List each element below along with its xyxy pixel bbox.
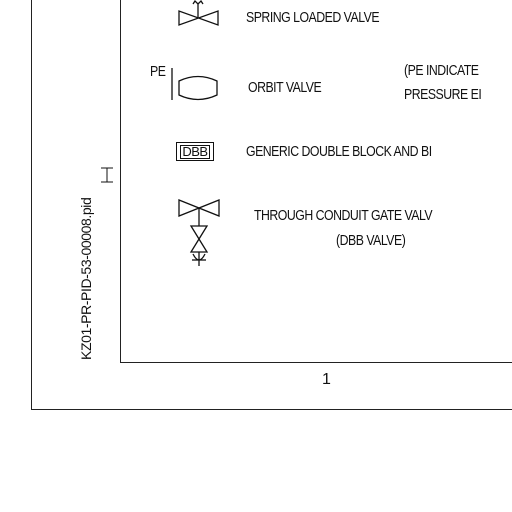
spring-loaded-valve-label: SPRING LOADED VALVE <box>246 9 380 26</box>
zone-number: 1 <box>322 371 331 388</box>
pe-tag-label: PE <box>150 63 166 80</box>
pe-note-line2: PRESSURE EI <box>404 86 482 103</box>
dbb-generic-label: GENERIC DOUBLE BLOCK AND BI <box>246 143 432 160</box>
drawing-outer-border <box>31 0 512 410</box>
dbb-symbol-text: DBB <box>180 144 210 159</box>
dbb-symbol-icon: DBB <box>176 142 214 161</box>
pe-note-line1: (PE INDICATE <box>404 62 479 79</box>
gate-valve-label-line2: (DBB VALVE) <box>336 232 406 249</box>
drawing-inner-border <box>120 0 512 363</box>
gate-valve-label-line1: THROUGH CONDUIT GATE VALV <box>254 207 433 224</box>
orbit-valve-label: ORBIT VALVE <box>248 79 322 96</box>
